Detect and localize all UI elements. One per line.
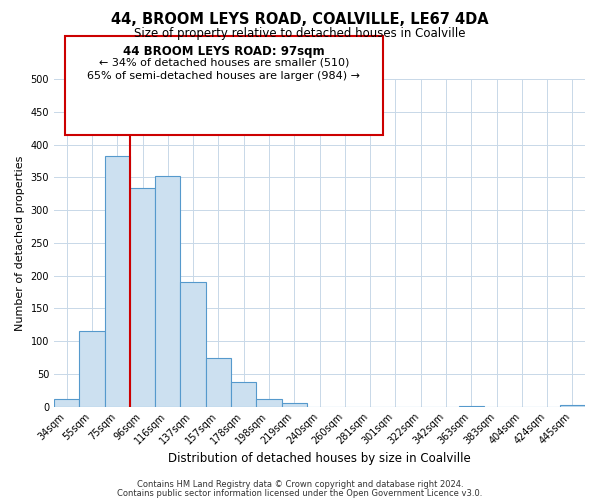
Bar xyxy=(181,282,206,406)
Bar xyxy=(231,382,256,406)
Bar xyxy=(256,399,281,406)
Y-axis label: Number of detached properties: Number of detached properties xyxy=(15,155,25,330)
Bar xyxy=(281,404,307,406)
Text: Contains HM Land Registry data © Crown copyright and database right 2024.: Contains HM Land Registry data © Crown c… xyxy=(137,480,463,489)
Text: Contains public sector information licensed under the Open Government Licence v3: Contains public sector information licen… xyxy=(118,488,482,498)
Bar xyxy=(54,399,79,406)
FancyBboxPatch shape xyxy=(65,36,383,134)
Bar xyxy=(155,176,181,406)
Text: Size of property relative to detached houses in Coalville: Size of property relative to detached ho… xyxy=(134,28,466,40)
X-axis label: Distribution of detached houses by size in Coalville: Distribution of detached houses by size … xyxy=(168,452,471,465)
Text: ← 34% of detached houses are smaller (510): ← 34% of detached houses are smaller (51… xyxy=(99,58,349,68)
Bar xyxy=(79,332,104,406)
Bar xyxy=(104,156,130,406)
Text: 44 BROOM LEYS ROAD: 97sqm: 44 BROOM LEYS ROAD: 97sqm xyxy=(123,44,325,58)
Bar xyxy=(130,188,155,406)
Bar xyxy=(206,358,231,406)
Text: 65% of semi-detached houses are larger (984) →: 65% of semi-detached houses are larger (… xyxy=(88,71,361,81)
Text: 44, BROOM LEYS ROAD, COALVILLE, LE67 4DA: 44, BROOM LEYS ROAD, COALVILLE, LE67 4DA xyxy=(111,12,489,28)
